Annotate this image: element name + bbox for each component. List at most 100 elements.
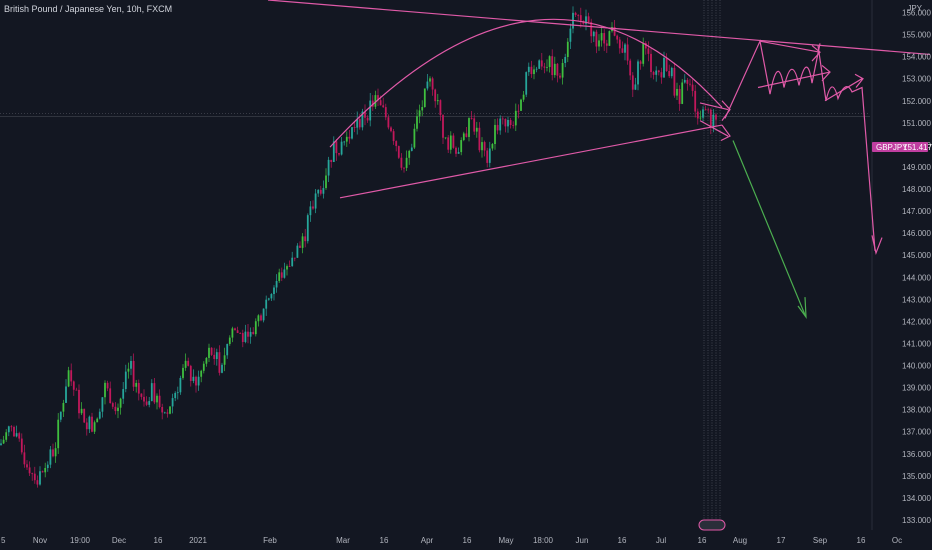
candle-body [7, 426, 10, 433]
rising-support-line [339, 124, 723, 199]
candle-body [192, 376, 195, 381]
candle-body [18, 433, 21, 439]
y-tick-label: 140.000 [902, 362, 931, 371]
green-target-arrow [732, 140, 806, 316]
candle-body [10, 426, 13, 428]
candle-body [639, 61, 642, 64]
candle-body [400, 157, 403, 168]
candle-body [197, 376, 200, 386]
candle-body [161, 406, 164, 413]
drawing-tools-badge[interactable] [698, 519, 726, 531]
candle-body [153, 383, 156, 403]
apex-arrow-down [699, 120, 731, 142]
candle-body [130, 360, 132, 369]
last-price-value: 151.417 [903, 143, 932, 152]
y-tick-label: 136.000 [902, 450, 931, 459]
candle-body [75, 389, 78, 391]
candle-body [122, 389, 125, 399]
candle-body [475, 127, 478, 132]
y-tick-label: 149.000 [902, 163, 931, 172]
candle-body [650, 53, 652, 73]
candle-body [507, 119, 509, 127]
candle-body [306, 215, 309, 242]
candle-body [681, 82, 684, 104]
candle-body [460, 140, 463, 153]
candle-body [44, 468, 47, 473]
candle-body [176, 392, 179, 394]
candle-body [369, 100, 372, 121]
candle-body [184, 360, 187, 368]
candle-body [312, 206, 314, 209]
candle-body [673, 67, 676, 96]
candle-body [655, 70, 658, 75]
candle-body [377, 95, 379, 101]
candle-body [215, 352, 218, 360]
candle-body [5, 432, 8, 440]
candle-body [345, 136, 348, 142]
candle-body [140, 393, 143, 397]
y-tick-label: 139.000 [902, 384, 931, 393]
candle-body [13, 427, 15, 437]
candle-body [52, 449, 54, 457]
candle-body [210, 347, 213, 355]
candle-body [457, 152, 460, 154]
candle-body [96, 418, 99, 423]
candle-body [249, 331, 252, 337]
candle-body [509, 119, 512, 126]
candle-body [564, 56, 567, 63]
candle-body [304, 236, 307, 242]
candle-body [41, 471, 44, 473]
candle-body [317, 189, 320, 194]
candle-body [374, 95, 377, 107]
candle-body [267, 298, 270, 300]
candle-body [59, 411, 62, 420]
projection-channel-line [757, 64, 831, 89]
candle-body [660, 72, 663, 78]
candle-body [514, 110, 517, 126]
x-tick-label: Oc [892, 536, 902, 545]
x-tick-label: Nov [33, 536, 47, 545]
candle-body [483, 142, 486, 151]
candle-body [327, 159, 330, 176]
x-tick-label: May [498, 536, 513, 545]
candle-body [439, 100, 442, 116]
candle-body [226, 343, 229, 356]
y-tick-label: 155.000 [902, 31, 931, 40]
candle-body [530, 66, 533, 75]
candle-body [182, 367, 184, 378]
currency-unit: JPY [907, 4, 922, 13]
candle-body [423, 88, 426, 108]
y-tick-label: 156.000 [902, 9, 931, 18]
candle-body [624, 44, 626, 53]
candle-body [319, 189, 322, 194]
candle-body [665, 57, 668, 72]
candle-body [647, 48, 650, 54]
candle-body [540, 60, 543, 67]
candle-body [296, 245, 299, 258]
candle-body [163, 412, 166, 414]
candle-body [31, 473, 34, 475]
projection-wave-lower [817, 45, 876, 251]
y-tick-label: 147.000 [902, 207, 931, 216]
candle-body [579, 15, 582, 21]
candle-body [236, 330, 239, 334]
candle-body [278, 272, 281, 281]
candle-body [15, 433, 18, 437]
y-tick-label: 141.000 [902, 339, 931, 348]
candle-body [634, 84, 637, 90]
candle-body [299, 245, 301, 248]
y-tick-label: 133.000 [902, 516, 931, 525]
candle-body [301, 236, 304, 248]
candle-body [127, 368, 130, 372]
candle-body [455, 147, 457, 154]
candle-body [569, 28, 572, 42]
candle-body [54, 448, 57, 457]
candle-body [200, 370, 203, 377]
candle-body [429, 78, 431, 82]
candle-body [616, 35, 619, 40]
candle-body [434, 89, 437, 102]
candle-body [418, 110, 421, 117]
candle-body [124, 371, 127, 390]
candle-body [546, 67, 548, 68]
